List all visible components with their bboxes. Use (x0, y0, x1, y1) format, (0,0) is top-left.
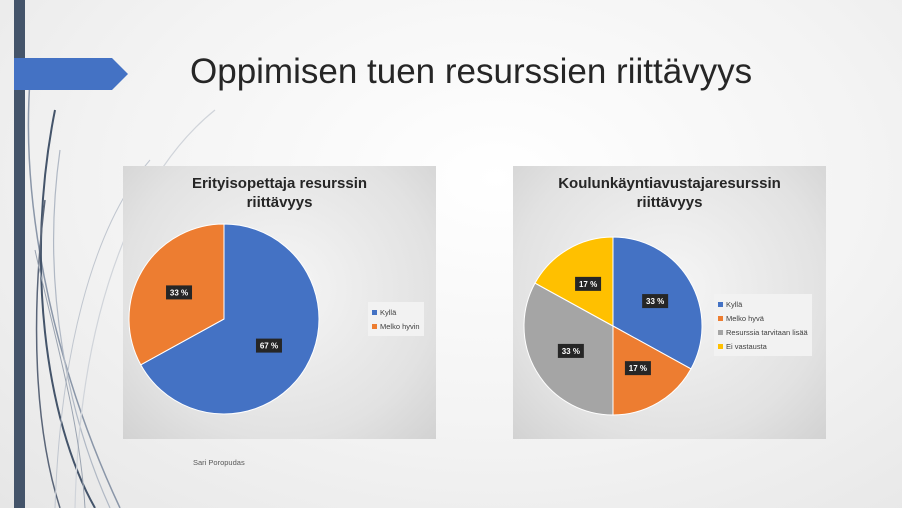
chart-erityisopettaja[interactable]: Erityisopettaja resurssin riittävyys 67 … (123, 166, 436, 439)
svg-text:67 %: 67 % (260, 342, 278, 351)
legend-item: Melko hyvä (718, 311, 808, 325)
pie-slice-1 (140, 223, 320, 415)
chart-legend: Kyllä Melko hyvä Resurssia tarvitaan lis… (714, 294, 812, 356)
chart-legend: Kyllä Melko hyvin (368, 302, 424, 336)
data-label-4: 17 % (575, 276, 602, 291)
chart-title: Koulunkäyntiavustajaresurssin riittävyys (558, 175, 781, 211)
legend-item: Ei vastausta (718, 339, 808, 353)
chart-title: Erityisopettaja resurssin riittävyys (191, 175, 368, 211)
left-accent-bar (14, 0, 25, 508)
data-label-1: 67 % (255, 338, 282, 353)
svg-text:33 %: 33 % (170, 288, 188, 297)
svg-text:33 %: 33 % (562, 347, 580, 356)
svg-text:17 %: 17 % (579, 280, 597, 289)
legend-item: Kyllä (718, 297, 808, 311)
pie-slice-4 (534, 236, 614, 327)
data-label-3: 33 % (557, 343, 584, 358)
slide-title: Oppimisen tuen resurssien riittävyys (190, 52, 753, 91)
data-label-2: 17 % (624, 361, 651, 376)
legend-item: Resurssia tarvitaan lisää (718, 325, 808, 339)
svg-text:33 %: 33 % (646, 297, 664, 306)
svg-text:17 %: 17 % (629, 364, 647, 373)
pie-chart-svg: 33 % 17 % 33 % 17 % (523, 236, 703, 416)
data-label-2: 33 % (166, 285, 193, 300)
author-footer: Sari Poropudas (193, 458, 245, 467)
pie-slice-2 (612, 325, 692, 416)
chart-koulunkayntiavustaja[interactable]: Koulunkäyntiavustajaresurssin riittävyys… (513, 166, 826, 439)
pie-chart-svg: 67 % 33 % (128, 223, 320, 415)
legend-item: Melko hyvin (372, 319, 420, 333)
title-arrow-shape (14, 58, 128, 90)
legend-item: Kyllä (372, 305, 420, 319)
data-label-1: 33 % (642, 294, 669, 309)
